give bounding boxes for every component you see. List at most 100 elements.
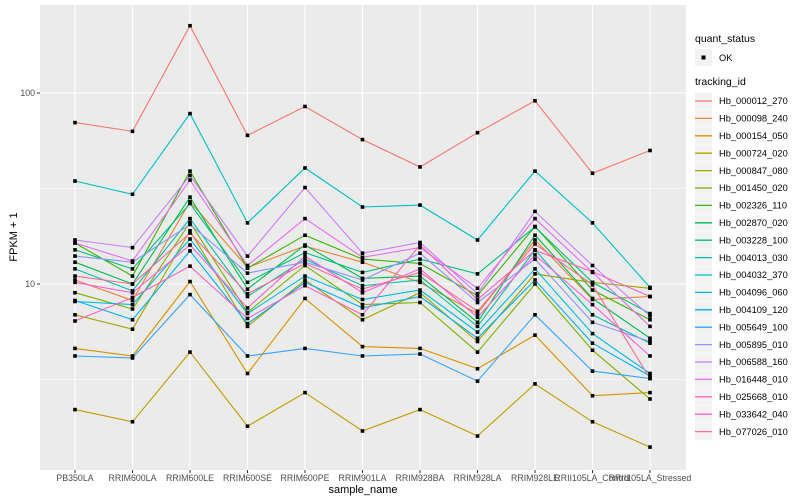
data-point bbox=[418, 280, 422, 285]
legend-item-label: Hb_004096_060 bbox=[719, 288, 788, 298]
data-point bbox=[475, 238, 480, 242]
data-point bbox=[245, 424, 250, 429]
data-point bbox=[73, 254, 77, 258]
data-point bbox=[188, 173, 192, 178]
data-point bbox=[245, 287, 250, 291]
data-point bbox=[418, 267, 422, 271]
legend-item-label: Hb_016448_010 bbox=[719, 375, 788, 385]
data-point bbox=[303, 263, 307, 268]
data-point bbox=[418, 243, 422, 247]
data-point bbox=[418, 257, 422, 261]
data-point bbox=[73, 248, 77, 252]
data-point bbox=[130, 419, 135, 424]
data-point bbox=[590, 302, 595, 307]
x-tick-label: RRIM600LE bbox=[166, 473, 214, 483]
data-point bbox=[245, 316, 250, 321]
data-point bbox=[73, 354, 77, 358]
data-point bbox=[360, 354, 365, 358]
data-point bbox=[475, 315, 480, 320]
data-point bbox=[245, 271, 250, 275]
legend-item-label: Hb_006588_160 bbox=[719, 357, 788, 367]
legend-item-label: Hb_003228_100 bbox=[719, 235, 788, 245]
legend: OK Hb_000012_270 Hb_000098_240 Hb_000154_05… bbox=[695, 49, 788, 441]
data-point bbox=[418, 240, 422, 245]
data-point bbox=[73, 280, 77, 285]
legend-item-label: Hb_000724_020 bbox=[719, 148, 788, 158]
data-point bbox=[533, 253, 537, 257]
data-point bbox=[73, 267, 77, 271]
data-point bbox=[303, 185, 307, 190]
data-point bbox=[130, 307, 135, 311]
data-point bbox=[648, 376, 652, 381]
data-point bbox=[590, 283, 595, 287]
data-point bbox=[418, 251, 422, 255]
data-point bbox=[188, 201, 192, 206]
legend-shape-item-label: OK bbox=[719, 53, 733, 63]
legend-point-icon bbox=[701, 55, 706, 60]
legend-item-label: Hb_000847_080 bbox=[719, 166, 788, 176]
x-tick-label: RRIM928LA bbox=[454, 473, 502, 483]
data-point bbox=[73, 120, 77, 125]
data-point bbox=[533, 209, 537, 214]
legend-item-label: Hb_004013_030 bbox=[719, 253, 788, 263]
data-point bbox=[475, 320, 480, 325]
data-point bbox=[418, 352, 422, 356]
data-point bbox=[73, 278, 77, 282]
data-point bbox=[73, 290, 77, 295]
data-point bbox=[475, 300, 480, 305]
data-point bbox=[533, 238, 537, 242]
data-point bbox=[418, 245, 422, 250]
data-point bbox=[533, 233, 537, 238]
data-point bbox=[245, 371, 250, 376]
data-point bbox=[475, 286, 480, 291]
data-point bbox=[648, 311, 652, 316]
data-point bbox=[418, 203, 422, 207]
x-tick-label: PB350LA bbox=[56, 473, 93, 483]
legend-shape-title: quant_status bbox=[695, 33, 755, 45]
data-point bbox=[130, 298, 135, 303]
data-point bbox=[73, 407, 77, 412]
data-point bbox=[475, 350, 480, 354]
data-point bbox=[188, 195, 192, 199]
y-axis-title: FPKM + 1 bbox=[8, 212, 20, 261]
data-point bbox=[648, 317, 652, 322]
data-point bbox=[188, 178, 192, 182]
data-point bbox=[475, 339, 480, 344]
data-point bbox=[188, 350, 192, 354]
data-point bbox=[533, 333, 537, 337]
x-tick-label: RRIM928BA bbox=[396, 473, 445, 483]
data-point bbox=[73, 179, 77, 183]
data-point bbox=[188, 216, 192, 221]
data-point bbox=[303, 233, 307, 238]
data-point bbox=[245, 263, 250, 268]
data-point bbox=[418, 165, 422, 169]
data-point bbox=[188, 111, 192, 116]
data-point bbox=[245, 324, 250, 329]
legend-item-label: Hb_005649_100 bbox=[719, 322, 788, 332]
data-point bbox=[533, 272, 537, 276]
data-point bbox=[418, 274, 422, 278]
data-point bbox=[360, 251, 365, 255]
data-point bbox=[360, 297, 365, 302]
x-tick-label: RRIM600LA bbox=[109, 473, 157, 483]
data-point bbox=[245, 354, 250, 358]
data-point bbox=[360, 257, 365, 261]
legend-item-label: Hb_005895_010 bbox=[719, 340, 788, 350]
data-point bbox=[360, 302, 365, 307]
data-point bbox=[590, 369, 595, 373]
data-point bbox=[130, 192, 135, 197]
data-point bbox=[360, 283, 365, 288]
data-point bbox=[360, 255, 365, 260]
data-point bbox=[130, 327, 135, 331]
data-point bbox=[475, 311, 480, 316]
data-point bbox=[130, 259, 135, 263]
data-point bbox=[360, 306, 365, 310]
data-point bbox=[188, 220, 192, 225]
data-point bbox=[475, 130, 480, 135]
legend-item-label: Hb_004109_120 bbox=[719, 305, 788, 315]
data-point bbox=[73, 298, 77, 303]
data-point bbox=[130, 356, 135, 360]
data-point bbox=[648, 314, 652, 318]
data-point bbox=[648, 374, 652, 378]
data-point bbox=[590, 263, 595, 268]
